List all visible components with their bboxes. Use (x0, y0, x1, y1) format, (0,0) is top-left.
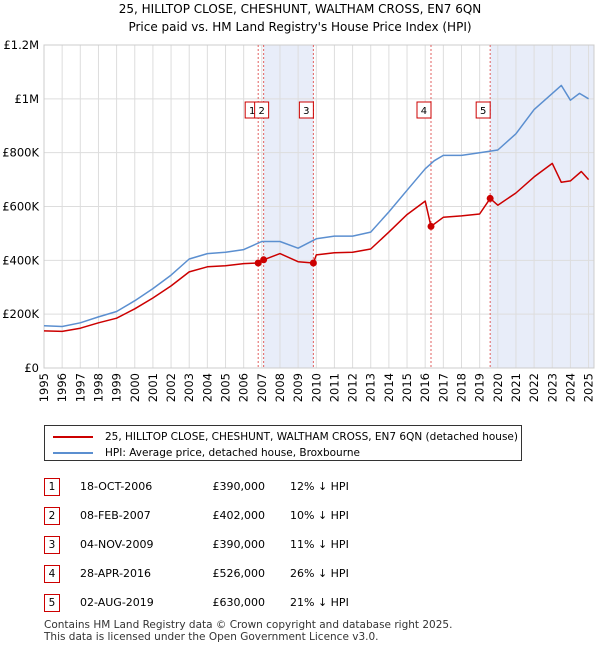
footer-line-licence: This data is licensed under the Open Gov… (44, 631, 379, 643)
x-tick-label: 2019 (473, 373, 487, 402)
table-row: 1 18-OCT-2006 £390,000 12% ↓ HPI (0, 478, 600, 498)
property-series-line (43, 162, 590, 333)
footer-attribution: Contains HM Land Registry data © Crown c… (44, 619, 452, 643)
x-tick-label: 2008 (273, 373, 287, 402)
transaction-label-number: 1 (249, 106, 255, 117)
x-tick-label: 2006 (237, 373, 251, 402)
legend-entry-hpi: HPI: Average price, detached house, Brox… (53, 445, 360, 461)
plot-border (43, 44, 595, 369)
transaction-date: 04-NOV-2009 (80, 538, 154, 551)
table-row: 4 28-APR-2016 £526,000 26% ↓ HPI (0, 565, 600, 585)
y-tick-label: £0 (24, 361, 39, 375)
x-tick-label: 2004 (200, 373, 214, 402)
transaction-hpi-diff: 10% ↓ HPI (290, 509, 349, 522)
transaction-price: £390,000 (212, 480, 266, 493)
x-tick-label: 2022 (527, 373, 541, 402)
transaction-price: £630,000 (212, 596, 266, 609)
chart-title: 25, HILLTOP CLOSE, CHESHUNT, WALTHAM CRO… (119, 2, 482, 16)
footer-line-copyright: Contains HM Land Registry data © Crown c… (44, 619, 453, 631)
x-tick-label: 1999 (110, 373, 124, 402)
transaction-date: 08-FEB-2007 (80, 509, 151, 522)
transaction-price: £390,000 (212, 538, 266, 551)
chart-subtitle: Price paid vs. HM Land Registry's House … (128, 20, 471, 34)
transaction-label-box (254, 101, 270, 119)
legend-swatch-property (53, 436, 93, 438)
x-tick-label: 2024 (563, 373, 577, 402)
transaction-label-number: 3 (303, 106, 309, 117)
legend-label-hpi: HPI: Average price, detached house, Brox… (105, 447, 360, 459)
transaction-label-box (416, 101, 432, 119)
x-tick-label: 1996 (55, 373, 69, 402)
transaction-point (260, 256, 268, 264)
price-chart: 25, HILLTOP CLOSE, CHESHUNT, WALTHAM CRO… (2, 2, 596, 402)
transaction-label-number: 5 (480, 106, 486, 117)
transaction-badge: 1 (44, 478, 60, 496)
x-tick-label: 2012 (346, 373, 360, 402)
x-tick-label: 2007 (255, 373, 269, 402)
transaction-date: 02-AUG-2019 (80, 596, 154, 609)
transaction-point (254, 259, 262, 267)
transaction-label-number: 2 (258, 106, 264, 117)
x-tick-label: 2017 (436, 373, 450, 402)
transaction-date: 28-APR-2016 (80, 567, 152, 580)
x-tick-label: 2000 (128, 373, 142, 402)
x-tick-label: 2005 (219, 373, 233, 402)
x-tick-label: 2011 (327, 373, 341, 402)
table-row: 2 08-FEB-2007 £402,000 10% ↓ HPI (0, 507, 600, 527)
transaction-label-box (475, 101, 491, 119)
y-tick-label: £200K (2, 307, 39, 321)
transaction-hpi-diff: 12% ↓ HPI (290, 480, 349, 493)
y-tick-label: £400K (2, 253, 39, 267)
legend-label-property: 25, HILLTOP CLOSE, CHESHUNT, WALTHAM CRO… (105, 431, 518, 443)
x-tick-label: 2025 (582, 373, 596, 402)
table-row: 3 04-NOV-2009 £390,000 11% ↓ HPI (0, 536, 600, 556)
x-tick-label: 2010 (309, 373, 323, 402)
transaction-badge: 2 (44, 507, 60, 525)
x-tick-label: 2016 (418, 373, 432, 402)
x-tick-label: 2020 (491, 373, 505, 402)
transaction-badge: 5 (44, 594, 60, 612)
legend-swatch-hpi (53, 452, 93, 454)
x-tick-label: 2021 (509, 373, 523, 402)
x-tick-label: 2015 (400, 373, 414, 402)
y-tick-label: £1.2M (3, 38, 39, 52)
transaction-point (309, 259, 317, 267)
transaction-label-box (298, 101, 314, 119)
transaction-hpi-diff: 21% ↓ HPI (290, 596, 349, 609)
chart-legend: 25, HILLTOP CLOSE, CHESHUNT, WALTHAM CRO… (44, 425, 522, 461)
legend-entry-property: 25, HILLTOP CLOSE, CHESHUNT, WALTHAM CRO… (53, 429, 518, 445)
transaction-badge: 3 (44, 536, 60, 554)
x-tick-label: 2018 (454, 373, 468, 402)
x-tick-label: 1997 (73, 373, 87, 402)
x-tick-label: 2002 (164, 373, 178, 402)
x-tick-label: 2003 (182, 373, 196, 402)
transaction-price: £402,000 (212, 509, 266, 522)
transaction-date: 18-OCT-2006 (80, 480, 153, 493)
transaction-hpi-diff: 11% ↓ HPI (290, 538, 349, 551)
y-tick-label: £800K (2, 146, 39, 160)
x-tick-label: 2014 (382, 373, 396, 402)
table-row: 5 02-AUG-2019 £630,000 21% ↓ HPI (0, 594, 600, 614)
x-tick-label: 2023 (545, 373, 559, 402)
y-tick-label: £600K (2, 200, 39, 214)
y-tick-label: £1M (14, 92, 39, 106)
x-tick-label: 2001 (146, 373, 160, 402)
transaction-badge: 4 (44, 565, 60, 583)
transaction-hpi-diff: 26% ↓ HPI (290, 567, 349, 580)
hpi-series-line (43, 84, 589, 328)
transaction-price: £526,000 (212, 567, 266, 580)
transaction-point (486, 194, 494, 202)
x-tick-label: 1995 (37, 373, 51, 402)
x-tick-label: 1998 (91, 373, 105, 402)
x-tick-label: 2013 (364, 373, 378, 402)
transaction-point (427, 222, 435, 230)
x-tick-label: 2009 (291, 373, 305, 402)
transaction-label-number: 4 (421, 106, 427, 117)
